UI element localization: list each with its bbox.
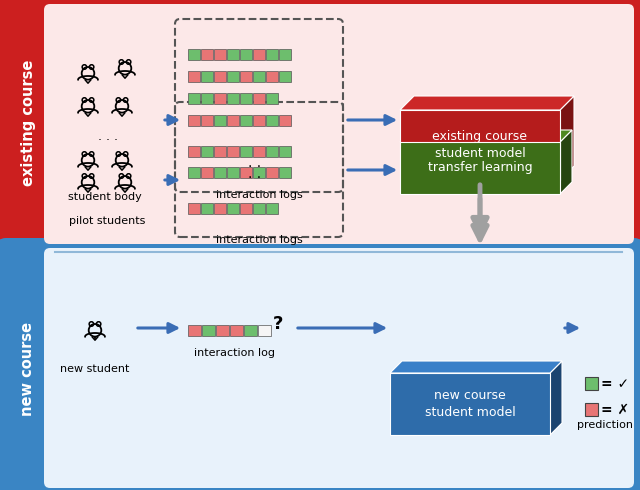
Text: . .: . . [248, 167, 262, 181]
FancyBboxPatch shape [585, 403, 598, 416]
FancyBboxPatch shape [253, 71, 265, 82]
Text: new student: new student [60, 364, 130, 374]
Text: new course: new course [20, 322, 35, 416]
FancyBboxPatch shape [201, 93, 213, 104]
FancyBboxPatch shape [279, 115, 291, 126]
FancyBboxPatch shape [188, 167, 200, 178]
Polygon shape [400, 130, 572, 142]
Text: pilot students: pilot students [69, 216, 145, 226]
FancyBboxPatch shape [266, 49, 278, 60]
Text: . . .: . . . [98, 130, 118, 144]
FancyBboxPatch shape [227, 49, 239, 60]
Polygon shape [560, 130, 572, 194]
FancyBboxPatch shape [0, 238, 640, 490]
FancyBboxPatch shape [240, 93, 252, 104]
Text: interaction logs: interaction logs [216, 190, 302, 200]
FancyBboxPatch shape [214, 49, 226, 60]
FancyBboxPatch shape [240, 71, 252, 82]
Text: = ✗: = ✗ [601, 402, 629, 416]
FancyBboxPatch shape [201, 146, 213, 157]
FancyBboxPatch shape [214, 93, 226, 104]
Text: prediction: prediction [577, 420, 633, 430]
FancyBboxPatch shape [279, 146, 291, 157]
FancyBboxPatch shape [258, 325, 271, 336]
FancyBboxPatch shape [188, 71, 200, 82]
FancyBboxPatch shape [214, 146, 226, 157]
FancyBboxPatch shape [279, 167, 291, 178]
Text: transfer learning: transfer learning [428, 162, 532, 174]
FancyBboxPatch shape [585, 377, 598, 390]
FancyBboxPatch shape [253, 167, 265, 178]
FancyBboxPatch shape [227, 115, 239, 126]
FancyBboxPatch shape [244, 325, 257, 336]
Polygon shape [560, 96, 574, 180]
FancyBboxPatch shape [400, 142, 560, 194]
Text: ?: ? [273, 315, 283, 333]
Text: existing course
student model: existing course student model [433, 130, 527, 160]
FancyBboxPatch shape [188, 203, 200, 214]
FancyBboxPatch shape [227, 167, 239, 178]
FancyBboxPatch shape [253, 93, 265, 104]
FancyBboxPatch shape [216, 325, 229, 336]
Polygon shape [390, 361, 562, 373]
FancyBboxPatch shape [279, 49, 291, 60]
FancyBboxPatch shape [227, 146, 239, 157]
FancyBboxPatch shape [188, 93, 200, 104]
Polygon shape [550, 361, 562, 435]
FancyBboxPatch shape [44, 4, 634, 244]
FancyBboxPatch shape [188, 115, 200, 126]
FancyBboxPatch shape [227, 203, 239, 214]
FancyBboxPatch shape [214, 71, 226, 82]
FancyBboxPatch shape [201, 71, 213, 82]
FancyBboxPatch shape [240, 146, 252, 157]
FancyBboxPatch shape [266, 146, 278, 157]
FancyBboxPatch shape [240, 203, 252, 214]
Text: . .: . . [248, 156, 262, 170]
Text: interaction log: interaction log [195, 348, 275, 358]
FancyBboxPatch shape [214, 167, 226, 178]
FancyBboxPatch shape [44, 248, 634, 488]
FancyBboxPatch shape [214, 203, 226, 214]
Text: new course
student model: new course student model [424, 389, 515, 419]
FancyBboxPatch shape [266, 93, 278, 104]
FancyBboxPatch shape [240, 167, 252, 178]
FancyBboxPatch shape [188, 49, 200, 60]
FancyBboxPatch shape [202, 325, 215, 336]
Polygon shape [400, 96, 574, 110]
FancyBboxPatch shape [266, 203, 278, 214]
FancyBboxPatch shape [253, 203, 265, 214]
FancyBboxPatch shape [188, 325, 201, 336]
FancyBboxPatch shape [253, 115, 265, 126]
FancyBboxPatch shape [390, 373, 550, 435]
FancyBboxPatch shape [240, 49, 252, 60]
FancyBboxPatch shape [0, 0, 640, 252]
FancyBboxPatch shape [188, 146, 200, 157]
FancyBboxPatch shape [253, 146, 265, 157]
Text: student body: student body [68, 192, 142, 202]
FancyBboxPatch shape [240, 115, 252, 126]
FancyBboxPatch shape [279, 71, 291, 82]
FancyBboxPatch shape [214, 115, 226, 126]
FancyBboxPatch shape [400, 110, 560, 180]
FancyBboxPatch shape [266, 71, 278, 82]
FancyBboxPatch shape [230, 325, 243, 336]
FancyBboxPatch shape [253, 49, 265, 60]
Text: existing course: existing course [20, 60, 35, 186]
Text: = ✓: = ✓ [601, 376, 629, 391]
FancyBboxPatch shape [227, 71, 239, 82]
FancyBboxPatch shape [201, 203, 213, 214]
FancyBboxPatch shape [201, 167, 213, 178]
Text: interaction logs: interaction logs [216, 235, 302, 245]
FancyBboxPatch shape [201, 49, 213, 60]
FancyBboxPatch shape [201, 115, 213, 126]
FancyBboxPatch shape [266, 167, 278, 178]
FancyBboxPatch shape [227, 93, 239, 104]
FancyBboxPatch shape [266, 115, 278, 126]
